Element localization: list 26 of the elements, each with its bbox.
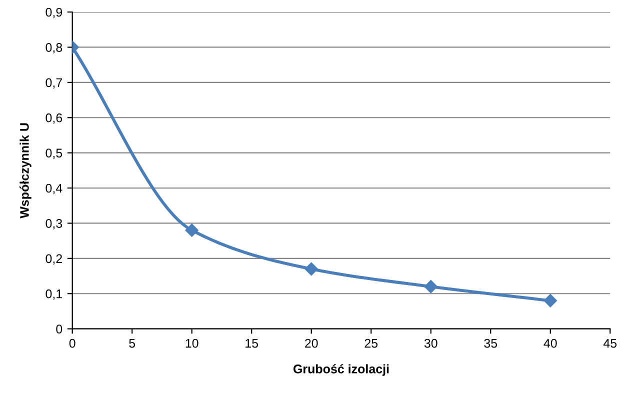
y-tick-label: 0,1 [46,289,62,300]
x-tick-label: 10 [186,338,198,348]
x-tick-label: 35 [484,338,498,348]
y-tick-label: 0,2 [46,254,62,265]
y-tick-label: 0,3 [46,219,62,230]
x-tick-label: 40 [544,338,557,348]
x-axis-title: Grubość izolacji [293,364,389,376]
x-tick-label: 30 [424,338,438,348]
y-tick-label: 0,7 [46,78,62,89]
y-tick-label: 0,9 [46,8,62,18]
y-tick-label: 0 [56,324,62,334]
y-tick-label: 0,8 [46,43,62,54]
x-tick-label: 15 [246,339,258,348]
x-tick-label: 0 [69,338,76,348]
y-tick-label: 0,4 [46,184,62,194]
x-tick-label: 5 [129,339,136,348]
y-axis-title: Współczynnik U [20,123,32,218]
point [544,294,557,308]
y-tick-label: 0,5 [46,148,62,159]
y-tick-label: 0,6 [46,113,62,124]
x-tick-label: 45 [603,339,617,348]
x-tick-label: 25 [364,338,378,348]
point [185,224,198,237]
x-tick-label: 20 [305,338,318,348]
point [304,262,318,276]
point [424,280,438,294]
